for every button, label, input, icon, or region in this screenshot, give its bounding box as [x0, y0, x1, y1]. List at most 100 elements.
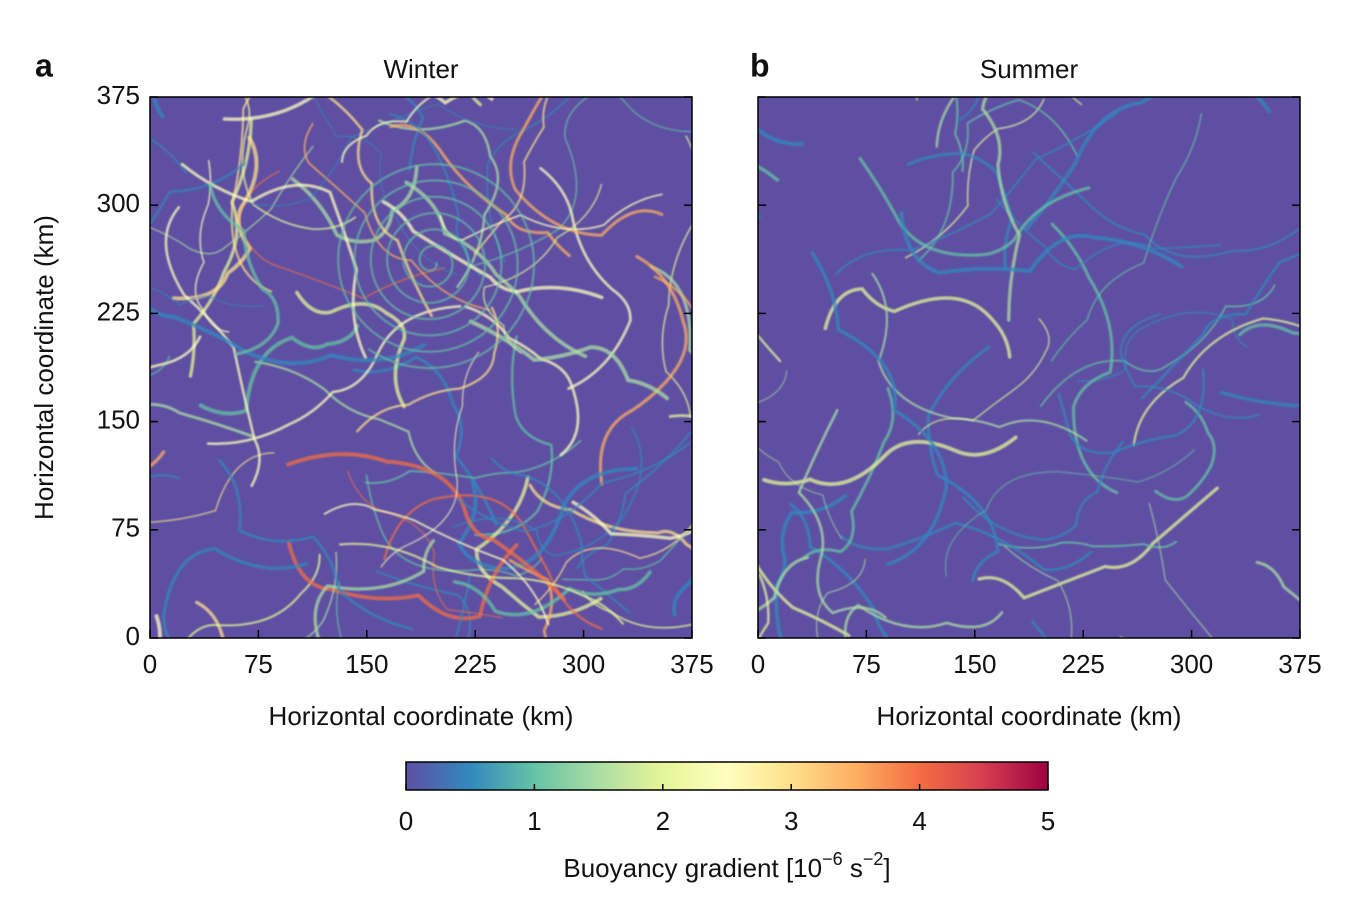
front: [905, 98, 1045, 259]
front: [356, 306, 499, 433]
front: [162, 547, 309, 638]
front: [1024, 97, 1271, 232]
front: [1040, 284, 1276, 407]
x-tick-label: 225: [454, 649, 497, 679]
front: [840, 521, 1093, 572]
front: [456, 440, 692, 533]
front: [575, 429, 692, 570]
front: [326, 97, 434, 318]
front: [1050, 113, 1203, 362]
front: [962, 440, 1125, 541]
front: [797, 408, 887, 619]
front: [198, 323, 360, 416]
front: [649, 265, 692, 355]
front: [858, 156, 1091, 257]
front: [917, 98, 1078, 262]
y-tick-label: 300: [97, 188, 140, 218]
y-tick-label: 225: [97, 296, 140, 326]
front: [843, 603, 1004, 638]
front: [1148, 503, 1213, 638]
front: [217, 458, 414, 631]
label-part: Buoyancy gradient [10: [563, 853, 822, 883]
front: [918, 318, 1050, 435]
front: [150, 402, 255, 439]
front: [164, 206, 261, 488]
front: [871, 272, 1088, 442]
front: [150, 450, 166, 468]
x-tick-label: 75: [244, 649, 273, 679]
front: [834, 112, 1119, 276]
front: [815, 558, 866, 638]
front: [378, 119, 500, 289]
y-tick-label: 0: [126, 621, 140, 651]
front: [1238, 323, 1300, 337]
x-tick-label: 75: [852, 649, 881, 679]
front: [758, 573, 770, 638]
front: [571, 500, 692, 541]
front: [997, 540, 1178, 550]
front: [789, 502, 889, 638]
front: [180, 162, 368, 360]
colorbar-tick-label: 2: [656, 806, 670, 836]
front: [598, 254, 688, 486]
plot-frame: [149, 96, 693, 639]
colorbar-tick-label: 1: [527, 806, 541, 836]
front: [1141, 252, 1300, 400]
front: [1132, 317, 1300, 447]
front: [953, 97, 964, 173]
label-part: s: [843, 853, 863, 883]
x-tick-label: 375: [670, 649, 713, 679]
front: [899, 211, 1184, 275]
front: [474, 97, 549, 255]
panel-title: Winter: [383, 54, 458, 84]
front: [995, 198, 1222, 271]
front: [758, 370, 843, 540]
front: [1031, 151, 1300, 258]
front: [980, 97, 1022, 322]
front: [482, 183, 603, 354]
front: [758, 556, 810, 612]
eddy: [337, 163, 536, 370]
front: [364, 439, 582, 484]
field: [758, 97, 1300, 638]
front: [545, 97, 692, 133]
front: [389, 123, 571, 258]
front: [456, 466, 639, 571]
front: [534, 523, 692, 606]
front: [823, 287, 1012, 359]
front: [1004, 545, 1073, 638]
panel-label: b: [750, 47, 770, 83]
front: [404, 180, 588, 359]
front: [195, 600, 225, 638]
colorbar-tick-label: 0: [399, 806, 413, 836]
panel-label: a: [35, 47, 53, 83]
field: [150, 97, 692, 638]
x-tick-label: 225: [1062, 649, 1105, 679]
front: [539, 166, 632, 390]
plot-frame: [757, 96, 1301, 639]
front: [187, 553, 321, 638]
front: [254, 360, 437, 475]
front: [454, 574, 472, 638]
front: [323, 503, 550, 626]
front: [509, 97, 664, 237]
x-tick-label: 0: [143, 649, 157, 679]
front: [581, 590, 692, 629]
front: [528, 483, 692, 551]
front: [150, 162, 246, 226]
label-part: ]: [883, 853, 890, 883]
front: [380, 351, 480, 568]
front: [802, 386, 895, 560]
x-tick-label: 375: [1278, 649, 1321, 679]
front: [1255, 560, 1300, 602]
front: [1119, 313, 1261, 419]
front: [150, 355, 170, 376]
front: [287, 541, 519, 621]
front: [906, 151, 1014, 270]
front: [286, 452, 567, 602]
colorbar-tick-label: 3: [784, 806, 798, 836]
front: [944, 449, 1195, 577]
front: [206, 305, 462, 446]
y-tick-label: 375: [97, 80, 140, 110]
